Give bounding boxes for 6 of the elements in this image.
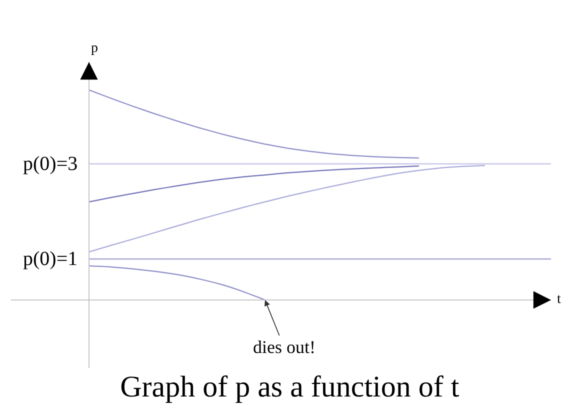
text: Graph of p as a function of t xyxy=(120,370,460,404)
series-label: p(0)=1 xyxy=(23,248,78,270)
x-axis-title: t xyxy=(557,292,561,307)
y-axis-title: p xyxy=(91,41,98,56)
text: dies out! xyxy=(253,337,316,357)
series-label: p(0)=3 xyxy=(23,153,78,175)
